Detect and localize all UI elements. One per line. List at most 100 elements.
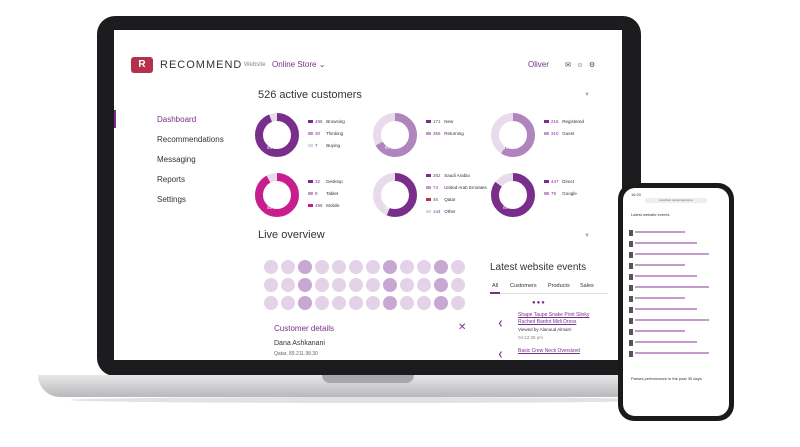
event-arrow-icon: ❮ [498, 352, 504, 358]
customer-avatar[interactable] [298, 260, 312, 274]
donut-chart [372, 172, 418, 218]
donut-legend: 447 Direct 79 Google [544, 176, 577, 200]
phone-event-thumb [629, 340, 633, 346]
customer-avatar[interactable] [315, 260, 329, 274]
phone-event-row[interactable] [635, 319, 709, 321]
tab-sales[interactable]: Sales [580, 283, 594, 289]
customer-avatar[interactable] [400, 278, 414, 292]
active-tab-indicator [490, 292, 500, 294]
pagination-dots[interactable]: ●●● [532, 300, 546, 306]
laptop-screen: R RECOMMEND Website Online Store ⌄ Olive… [114, 30, 622, 360]
donut-percent: 94% [267, 145, 277, 150]
chevron-down-icon: ⌄ [318, 60, 326, 69]
donut-chart [254, 172, 300, 218]
phone-event-row[interactable] [635, 352, 709, 354]
customer-avatar[interactable] [349, 260, 363, 274]
customer-avatar[interactable] [349, 278, 363, 292]
legend-item: 46 Qatar [426, 194, 487, 206]
customer-avatar[interactable] [366, 278, 380, 292]
customer-avatar[interactable] [366, 260, 380, 274]
customer-avatar[interactable] [400, 260, 414, 274]
live-overview-title: Live overview [258, 229, 325, 241]
customer-avatar[interactable] [451, 296, 465, 310]
customer-avatar[interactable] [315, 296, 329, 310]
close-icon[interactable]: ✕ [458, 322, 467, 333]
customer-avatar[interactable] [281, 278, 295, 292]
customer-avatar[interactable] [298, 296, 312, 310]
customer-avatar[interactable] [264, 278, 278, 292]
phone-event-row[interactable] [635, 231, 685, 233]
customer-avatar[interactable] [383, 260, 397, 274]
sidebar-item-dashboard[interactable]: Dashboard [157, 115, 197, 124]
phone-event-thumb [629, 285, 633, 291]
customer-avatar[interactable] [417, 260, 431, 274]
donut-legend: 171 New 355 Returning [426, 116, 464, 140]
sidebar-item-messaging[interactable]: Messaging [157, 155, 196, 164]
legend-item: 7 Buying [308, 140, 345, 152]
donut-chart [490, 172, 536, 218]
tab-customers[interactable]: Customers [510, 283, 537, 289]
customer-avatar[interactable] [451, 278, 465, 292]
donut-chart [372, 112, 418, 158]
phone-event-row[interactable] [635, 275, 697, 277]
store-selector[interactable]: Online Store ⌄ [272, 60, 325, 69]
events-title: Latest website events [490, 262, 587, 273]
customer-avatar[interactable] [281, 296, 295, 310]
phone-event-row[interactable] [635, 286, 709, 288]
customer-avatar[interactable] [349, 296, 363, 310]
customer-details-title: Customer details [274, 324, 335, 333]
customer-avatar[interactable] [332, 296, 346, 310]
settings-icon[interactable]: ⚙ [588, 62, 596, 69]
customer-avatar[interactable] [383, 278, 397, 292]
phone-url-bar[interactable]: corefront.recommend.pro [645, 198, 707, 203]
collapse-chevron-icon[interactable]: ▼ [584, 233, 590, 239]
laptop-shadow [70, 397, 670, 403]
tab-products[interactable]: Products [548, 283, 570, 289]
sidebar-item-reports[interactable]: Reports [157, 175, 186, 184]
legend-item: 486 Mobile [308, 200, 343, 212]
customer-avatar[interactable] [434, 296, 448, 310]
customer-avatar[interactable] [264, 260, 278, 274]
event-arrow-icon: ❮ [498, 321, 504, 327]
customer-avatar[interactable] [264, 296, 278, 310]
customer-avatar[interactable] [417, 278, 431, 292]
legend-item: 216 Registered [544, 116, 584, 128]
customer-avatar[interactable] [383, 296, 397, 310]
tab-all[interactable]: All [492, 283, 499, 289]
phone-event-row[interactable] [635, 264, 685, 266]
event-product-link[interactable]: Shape Taupe Snake Print Slinky Ruched Ba… [518, 312, 590, 325]
legend-item: 32 Desktop [308, 176, 343, 188]
user-menu[interactable]: Oliver [528, 60, 549, 69]
customer-avatar[interactable] [434, 260, 448, 274]
phone-clock: 16:20 [631, 192, 642, 197]
phone-event-row[interactable] [635, 341, 697, 343]
customer-avatar[interactable] [315, 278, 329, 292]
user-icon[interactable]: ☺ [576, 62, 584, 69]
store-name: Online Store [272, 60, 317, 69]
customer-avatar[interactable] [400, 296, 414, 310]
phone-event-row[interactable] [635, 297, 685, 299]
customer-avatar[interactable] [281, 260, 295, 274]
collapse-chevron-icon[interactable]: ▼ [584, 92, 590, 98]
customers-title: 526 active customers [258, 89, 362, 101]
phone-event-row[interactable] [635, 330, 685, 332]
phone-event-row[interactable] [635, 242, 697, 244]
customer-avatar[interactable] [417, 296, 431, 310]
customer-avatar[interactable] [332, 278, 346, 292]
customer-avatar[interactable] [332, 260, 346, 274]
event-product-link[interactable]: Basic Crew Neck Oversized [518, 348, 580, 354]
notification-icon[interactable]: ✉ [565, 62, 571, 69]
app-logo[interactable]: R [131, 57, 153, 73]
customer-avatar[interactable] [434, 278, 448, 292]
customer-avatar[interactable] [298, 278, 312, 292]
customer-avatar[interactable] [366, 296, 380, 310]
phone-event-thumb [629, 351, 633, 357]
sidebar-item-recommendations[interactable]: Recommendations [157, 135, 224, 144]
app-name: RECOMMEND [160, 59, 243, 71]
logo-letter: R [138, 59, 146, 70]
phone-event-row[interactable] [635, 253, 709, 255]
phone-event-row[interactable] [635, 308, 697, 310]
customer-avatar[interactable] [451, 260, 465, 274]
legend-item: 447 Direct [544, 176, 577, 188]
sidebar-item-settings[interactable]: Settings [157, 195, 186, 204]
